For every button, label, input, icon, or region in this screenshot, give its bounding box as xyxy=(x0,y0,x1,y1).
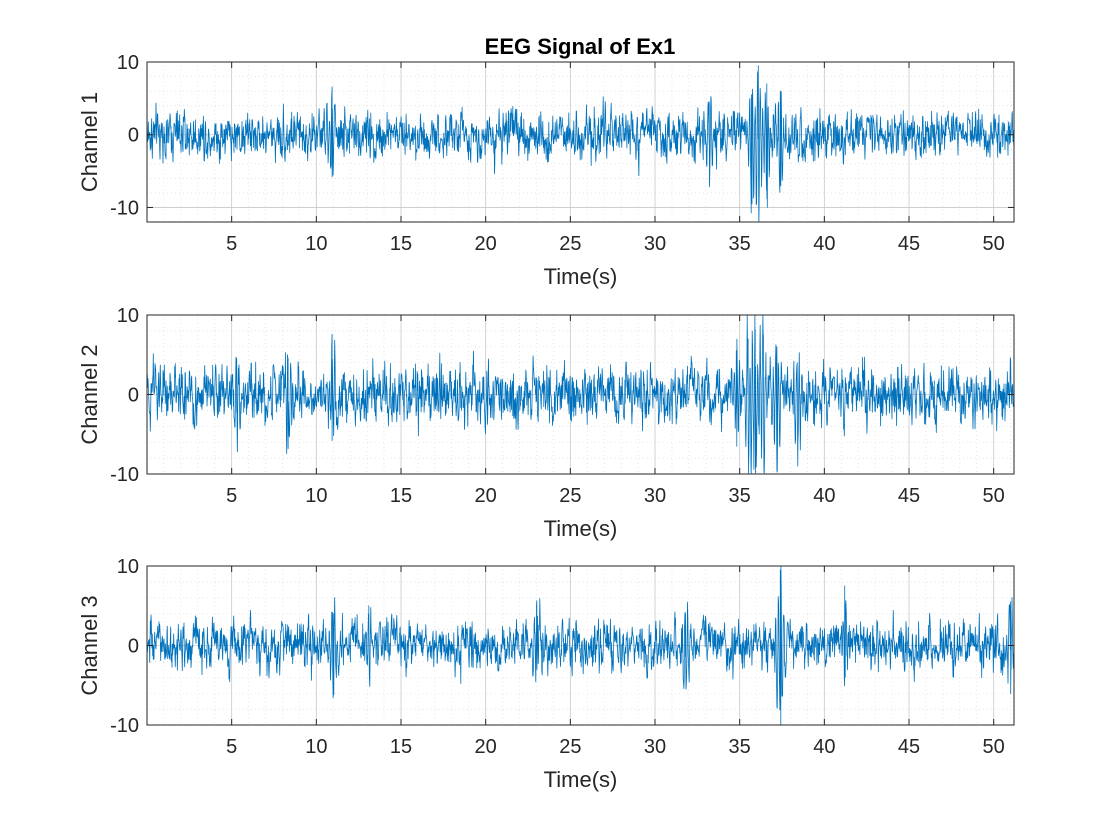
y-axis-label: Channel 2 xyxy=(77,344,102,444)
signal-trace-1 xyxy=(146,65,1015,223)
x-tick-label: 25 xyxy=(559,485,581,507)
x-tick-label: 25 xyxy=(559,736,581,758)
x-tick-label: 50 xyxy=(983,485,1005,507)
x-tick-label: 5 xyxy=(226,485,237,507)
x-tick-label: 20 xyxy=(475,485,497,507)
x-tick-label: 10 xyxy=(305,233,327,255)
x-tick-label: 35 xyxy=(729,485,751,507)
x-axis-label: Time(s) xyxy=(544,767,618,792)
y-tick-label: 10 xyxy=(117,52,139,74)
y-tick-label: 0 xyxy=(128,636,139,658)
signal-trace-3 xyxy=(146,565,1015,726)
y-tick-label: -10 xyxy=(110,715,139,737)
y-axis-label: Channel 1 xyxy=(77,92,102,192)
axes-box-1 xyxy=(146,61,1015,223)
x-tick-label: 45 xyxy=(898,485,920,507)
x-axis-label: Time(s) xyxy=(544,516,618,541)
y-tick-label: 10 xyxy=(117,556,139,578)
x-tick-label: 20 xyxy=(475,233,497,255)
x-tick-label: 15 xyxy=(390,485,412,507)
x-tick-label: 30 xyxy=(644,485,666,507)
y-tick-label: 10 xyxy=(117,305,139,327)
x-tick-label: 45 xyxy=(898,233,920,255)
x-tick-label: 15 xyxy=(390,233,412,255)
subplot-panels: 5 10 15 20 25 30 35 40 45 50-10010Time(s)Channel … xyxy=(77,52,1015,792)
y-tick-label: 0 xyxy=(128,125,139,147)
x-tick-label: 40 xyxy=(813,485,835,507)
subplot-2: 5 10 15 20 25 30 35 40 45 50 -10 0 10 Time(s) Channel … xyxy=(77,305,1015,541)
x-tick-label: 10 xyxy=(305,485,327,507)
x-tick-label: 5 xyxy=(226,736,237,758)
y-tick-label: -10 xyxy=(110,197,139,219)
y-tick-label: 0 xyxy=(128,385,139,407)
x-tick-label: 25 xyxy=(559,233,581,255)
x-tick-label: 45 xyxy=(898,736,920,758)
subplot-3: 5 10 15 20 25 30 35 40 45 50 -10 0 10 Time(s) Channel … xyxy=(77,556,1015,792)
x-tick-label: 50 xyxy=(983,736,1005,758)
x-tick-label: 15 xyxy=(390,736,412,758)
subplot-1: 5 10 15 20 25 30 35 40 45 50 -10 0 10 Time(s) Channel … xyxy=(77,52,1015,289)
x-tick-label: 35 xyxy=(729,233,751,255)
x-tick-label: 50 xyxy=(983,233,1005,255)
x-axis-label: Time(s) xyxy=(544,264,618,289)
figure-title: EEG Signal of Ex1 xyxy=(485,34,676,59)
signal-trace-2 xyxy=(146,314,1015,475)
x-tick-label: 5 xyxy=(226,233,237,255)
x-tick-label: 40 xyxy=(813,736,835,758)
x-tick-label: 30 xyxy=(644,736,666,758)
x-tick-label: 10 xyxy=(305,736,327,758)
x-tick-label: 30 xyxy=(644,233,666,255)
x-tick-label: 20 xyxy=(475,736,497,758)
x-tick-label: 35 xyxy=(729,736,751,758)
y-axis-label: Channel 3 xyxy=(77,595,102,695)
x-tick-label: 40 xyxy=(813,233,835,255)
y-tick-label: -10 xyxy=(110,464,139,486)
